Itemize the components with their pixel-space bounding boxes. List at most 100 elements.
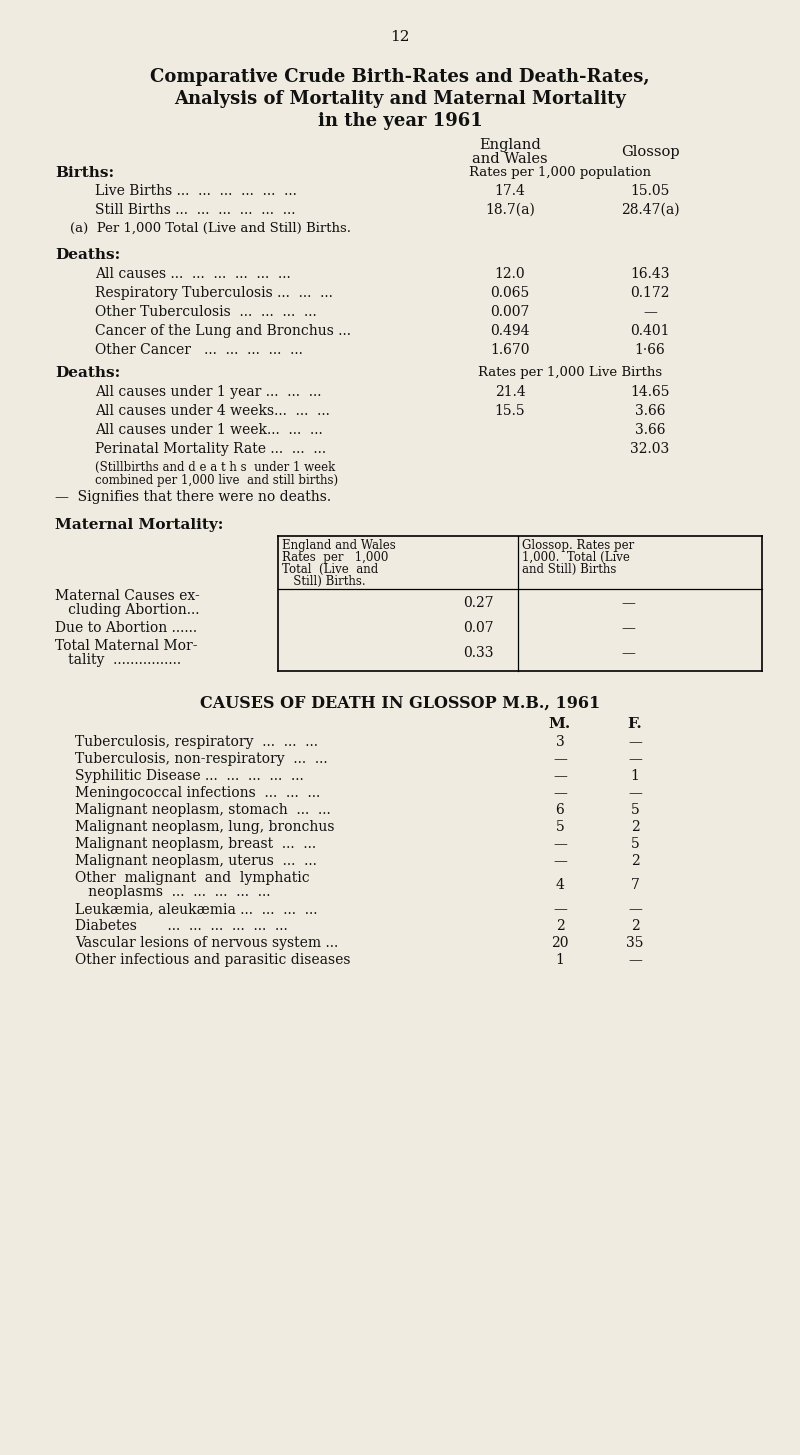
Text: 15.5: 15.5 [494,404,526,418]
Text: —: — [628,786,642,800]
Text: Malignant neoplasm, breast  ...  ...: Malignant neoplasm, breast ... ... [75,837,316,851]
Text: 3.66: 3.66 [634,423,666,436]
Text: 1: 1 [555,953,565,968]
Text: Maternal Causes ex-: Maternal Causes ex- [55,589,200,602]
Text: 0.494: 0.494 [490,324,530,338]
Text: (a)  Per 1,000 Total (Live and Still) Births.: (a) Per 1,000 Total (Live and Still) Bir… [70,223,351,236]
Text: 20: 20 [551,936,569,950]
Text: Other Tuberculosis  ...  ...  ...  ...: Other Tuberculosis ... ... ... ... [95,306,317,319]
Text: All causes under 4 weeks...  ...  ...: All causes under 4 weeks... ... ... [95,404,330,418]
Text: Vascular lesions of nervous system ...: Vascular lesions of nervous system ... [75,936,338,950]
Text: —: — [621,621,635,634]
Text: Glossop. Rates per: Glossop. Rates per [522,538,634,551]
Text: Perinatal Mortality Rate ...  ...  ...: Perinatal Mortality Rate ... ... ... [95,442,326,455]
Text: Syphilitic Disease ...  ...  ...  ...  ...: Syphilitic Disease ... ... ... ... ... [75,770,304,783]
Text: Diabetes       ...  ...  ...  ...  ...  ...: Diabetes ... ... ... ... ... ... [75,920,288,933]
Text: —: — [643,306,657,319]
Text: Analysis of Mortality and Maternal Mortality: Analysis of Mortality and Maternal Morta… [174,90,626,108]
Text: 7: 7 [630,877,639,892]
Text: 0.07: 0.07 [462,621,494,634]
Text: Still) Births.: Still) Births. [282,575,366,588]
Text: 28.47(a): 28.47(a) [621,204,679,217]
Text: Other  malignant  and  lymphatic: Other malignant and lymphatic [75,872,310,885]
Text: Due to Abortion ......: Due to Abortion ...... [55,621,197,634]
Text: 2: 2 [556,920,564,933]
Text: M.: M. [549,717,571,730]
Text: CAUSES OF DEATH IN GLOSSOP M.B., 1961: CAUSES OF DEATH IN GLOSSOP M.B., 1961 [200,695,600,711]
Text: and Wales: and Wales [472,151,548,166]
Text: Meningococcal infections  ...  ...  ...: Meningococcal infections ... ... ... [75,786,320,800]
Text: 35: 35 [626,936,644,950]
Text: Malignant neoplasm, uterus  ...  ...: Malignant neoplasm, uterus ... ... [75,854,317,869]
Text: 2: 2 [630,920,639,933]
Text: All causes ...  ...  ...  ...  ...  ...: All causes ... ... ... ... ... ... [95,268,290,281]
Text: Other Cancer   ...  ...  ...  ...  ...: Other Cancer ... ... ... ... ... [95,343,303,356]
Text: —: — [553,786,567,800]
Text: 5: 5 [556,821,564,834]
Text: Still Births ...  ...  ...  ...  ...  ...: Still Births ... ... ... ... ... ... [95,204,295,217]
Text: 1,000.  Total (Live: 1,000. Total (Live [522,551,630,565]
Text: in the year 1961: in the year 1961 [318,112,482,129]
Text: 0.007: 0.007 [490,306,530,319]
Text: Deaths:: Deaths: [55,247,120,262]
Text: Rates per 1,000 Live Births: Rates per 1,000 Live Births [478,367,662,378]
Text: cluding Abortion...: cluding Abortion... [55,602,199,617]
Text: 1·66: 1·66 [634,343,666,356]
Text: All causes under 1 week...  ...  ...: All causes under 1 week... ... ... [95,423,322,436]
Text: 16.43: 16.43 [630,268,670,281]
Text: —  Signifies that there were no deaths.: — Signifies that there were no deaths. [55,490,331,503]
Text: 6: 6 [556,803,564,818]
Text: combined per 1,000 live  and still births): combined per 1,000 live and still births… [95,474,338,487]
Text: 14.65: 14.65 [630,386,670,399]
Text: —: — [553,770,567,783]
Text: 1: 1 [630,770,639,783]
Text: 32.03: 32.03 [630,442,670,455]
Text: All causes under 1 year ...  ...  ...: All causes under 1 year ... ... ... [95,386,322,399]
Text: (Stillbirths and d e a t h s  under 1 week: (Stillbirths and d e a t h s under 1 wee… [95,461,335,474]
Text: 0.401: 0.401 [630,324,670,338]
Text: England: England [479,138,541,151]
Text: Malignant neoplasm, lung, bronchus: Malignant neoplasm, lung, bronchus [75,821,334,834]
Text: —: — [621,597,635,610]
Text: Comparative Crude Birth-Rates and Death-Rates,: Comparative Crude Birth-Rates and Death-… [150,68,650,86]
Text: 1.670: 1.670 [490,343,530,356]
Text: —: — [628,902,642,917]
Text: —: — [553,902,567,917]
Text: England and Wales: England and Wales [282,538,396,551]
Text: Leukæmia, aleukæmia ...  ...  ...  ...: Leukæmia, aleukæmia ... ... ... ... [75,902,318,917]
Text: —: — [628,735,642,749]
Text: —: — [628,953,642,968]
Text: Rates  per   1,000: Rates per 1,000 [282,551,388,565]
Text: 21.4: 21.4 [494,386,526,399]
Text: Live Births ...  ...  ...  ...  ...  ...: Live Births ... ... ... ... ... ... [95,183,297,198]
Text: —: — [553,752,567,765]
Text: Glossop: Glossop [621,146,679,159]
Text: Cancer of the Lung and Bronchus ...: Cancer of the Lung and Bronchus ... [95,324,351,338]
Text: Deaths:: Deaths: [55,367,120,380]
Text: 12.0: 12.0 [494,268,526,281]
Text: 5: 5 [630,837,639,851]
Text: neoplasms  ...  ...  ...  ...  ...: neoplasms ... ... ... ... ... [75,885,270,899]
Text: Tuberculosis, non-respiratory  ...  ...: Tuberculosis, non-respiratory ... ... [75,752,328,765]
Text: tality  ................: tality ................ [55,653,181,666]
Text: Tuberculosis, respiratory  ...  ...  ...: Tuberculosis, respiratory ... ... ... [75,735,318,749]
Text: 0.065: 0.065 [490,287,530,300]
Text: Total Maternal Mor-: Total Maternal Mor- [55,639,198,653]
Text: Maternal Mortality:: Maternal Mortality: [55,518,223,533]
Text: 0.172: 0.172 [630,287,670,300]
Text: 15.05: 15.05 [630,183,670,198]
Text: Total  (Live  and: Total (Live and [282,563,378,576]
Text: F.: F. [628,717,642,730]
Text: Rates per 1,000 population: Rates per 1,000 population [469,166,651,179]
Text: Births:: Births: [55,166,114,180]
Text: 17.4: 17.4 [494,183,526,198]
Text: 2: 2 [630,821,639,834]
Text: 0.33: 0.33 [462,646,494,661]
Text: 3: 3 [556,735,564,749]
Text: Respiratory Tuberculosis ...  ...  ...: Respiratory Tuberculosis ... ... ... [95,287,333,300]
Text: 5: 5 [630,803,639,818]
Text: 18.7(a): 18.7(a) [485,204,535,217]
Text: —: — [553,837,567,851]
Text: Malignant neoplasm, stomach  ...  ...: Malignant neoplasm, stomach ... ... [75,803,330,818]
Text: —: — [621,646,635,661]
